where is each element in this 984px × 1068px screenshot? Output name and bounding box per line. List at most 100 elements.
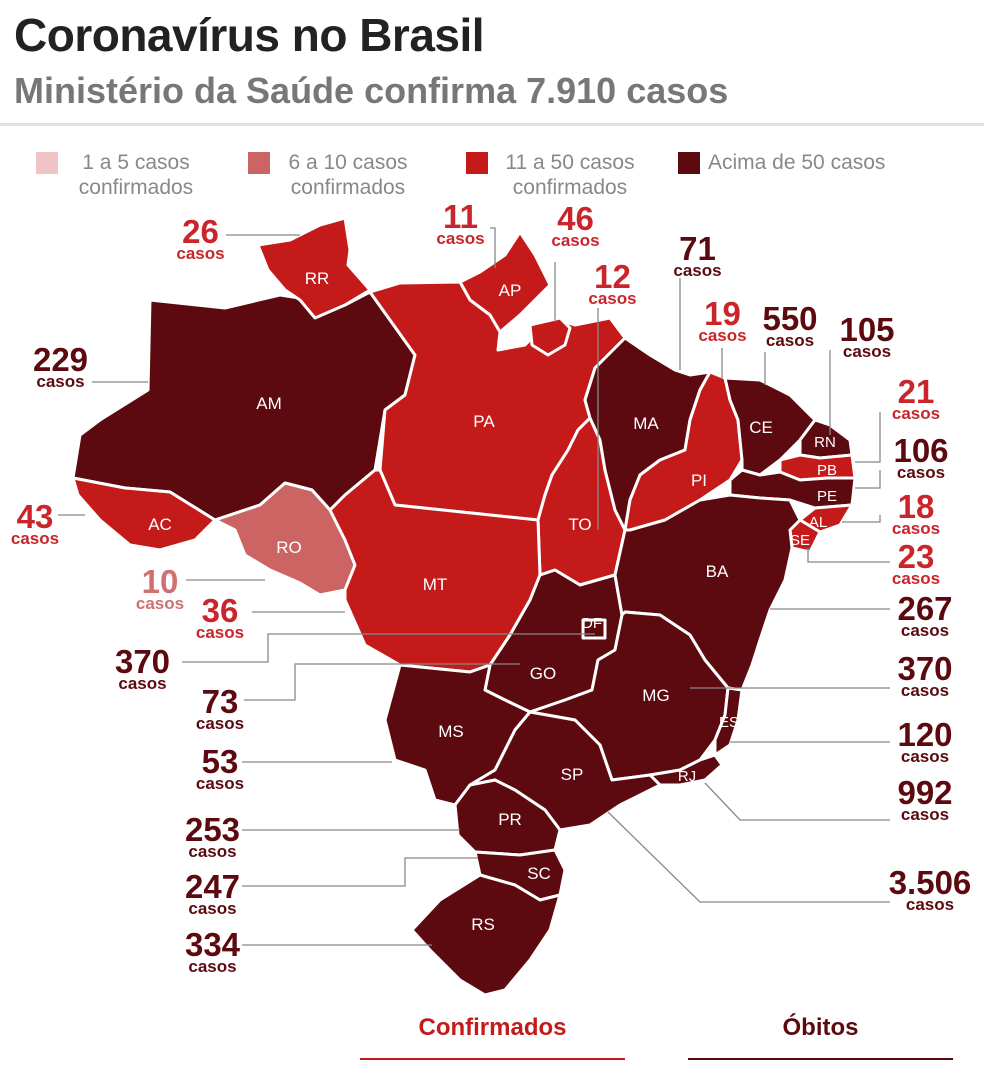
case-label-ma: 71 casos [655,232,740,279]
state-ac[interactable] [71,476,217,552]
case-unit: casos [10,529,60,548]
case-count: 105 [839,311,895,348]
case-count: 12 [594,258,631,295]
case-unit: casos [195,714,245,733]
legend-label: 1 a 5 casos confirmados [78,151,194,199]
case-label-rn: 105 casos [822,313,912,360]
case-label-al: 18 casos [876,490,956,537]
case-label-df: 370 casos [100,645,185,692]
map-label-mg: MG [642,686,669,705]
case-count: 26 [182,213,219,250]
case-label-pa: 46 casos [533,202,618,249]
state-ce[interactable] [723,376,817,477]
map-label-rs: RS [471,915,495,934]
map-label-rj: RJ [678,768,696,785]
state-sp[interactable] [468,710,662,832]
case-unit: casos [188,899,237,918]
tab-confirmed[interactable]: Confirmados [418,1014,567,1041]
case-count: 229 [32,341,89,378]
map-label-am: AM [256,394,282,413]
case-label-pr: 253 casos [170,813,255,860]
map-label-ms: MS [438,722,464,741]
leader-line [607,811,890,903]
case-unit: casos [765,331,815,350]
case-label-pe: 106 casos [876,434,966,481]
map-label-al: AL [809,514,827,531]
case-count: 19 [704,295,741,332]
case-label-am: 229 casos [18,343,103,390]
header-divider [0,123,984,126]
case-count: 53 [201,743,239,780]
case-label-sc: 247 casos [170,870,255,917]
map-label-go: GO [530,664,556,683]
leader-line [842,515,881,523]
case-count: 46 [557,200,594,237]
map-label-ma: MA [633,414,659,433]
case-label-rj: 992 casos [880,776,970,823]
case-count: 370 [114,643,171,680]
map-label-rr: RR [305,269,330,288]
case-count: 106 [893,432,949,469]
case-label-se: 23 casos [876,540,956,587]
case-count: 18 [897,488,935,525]
leader-line [182,633,595,663]
case-count: 3.506 [888,864,972,901]
map-label-ro: RO [276,538,302,557]
tab-confirmed-underline [360,1058,625,1060]
case-count: 334 [184,926,241,963]
state-pa-marajo[interactable] [528,316,572,357]
case-count: 73 [201,683,239,720]
case-count: 23 [897,538,935,575]
case-unit: casos [891,519,941,538]
case-unit: casos [896,463,946,482]
case-unit: casos [176,244,225,263]
case-unit: casos [188,957,237,976]
case-label-pb: 21 casos [876,375,956,422]
case-unit: casos [900,681,950,700]
case-count: 253 [184,811,241,848]
legend-item-1-5: 1 a 5 casos confirmados [36,150,206,200]
map-label-pe: PE [817,488,837,505]
tab-deaths[interactable]: Óbitos [782,1014,859,1041]
case-count: 11 [443,198,478,235]
case-label-ac: 43 casos [0,500,70,547]
legend-swatch [36,152,58,174]
state-rr[interactable] [256,216,372,320]
case-unit: casos [842,342,892,361]
case-count: 36 [201,592,239,629]
case-unit: casos [36,372,85,391]
legend-item-over-50: Acima de 50 casos [678,150,908,175]
leader-line [242,857,478,887]
leader-line [704,782,890,821]
case-unit: casos [900,747,950,766]
leader-line [490,227,496,268]
case-label-rr: 26 casos [158,215,243,262]
case-label-ms: 53 casos [180,745,260,792]
state-es[interactable] [713,686,744,757]
case-unit: casos [195,774,245,793]
state-al[interactable] [798,503,854,534]
map-label-rn: RN [814,434,836,451]
case-count: 247 [184,868,241,905]
page-subtitle: Ministério da Saúde confirma 7.910 casos [14,70,729,111]
map-label-mt: MT [423,575,448,594]
map-label-pr: PR [498,810,522,829]
map-label-pi: PI [691,471,707,490]
tab-deaths-underline [688,1058,953,1060]
state-rs[interactable] [410,873,562,997]
leader-line [807,548,890,563]
map-label-ce: CE [749,418,773,437]
legend-swatch [466,152,488,174]
case-count: 120 [897,716,953,753]
case-unit: casos [135,594,185,613]
case-count: 992 [897,774,953,811]
legend-item-11-50: 11 a 50 casos confirmados [466,150,644,200]
case-unit: casos [195,623,245,642]
map-label-ac: AC [148,515,172,534]
case-label-pi: 19 casos [680,297,765,344]
leader-line [855,470,881,489]
case-unit: casos [436,229,485,248]
map-label-pb: PB [817,462,837,479]
case-count: 43 [16,498,54,535]
